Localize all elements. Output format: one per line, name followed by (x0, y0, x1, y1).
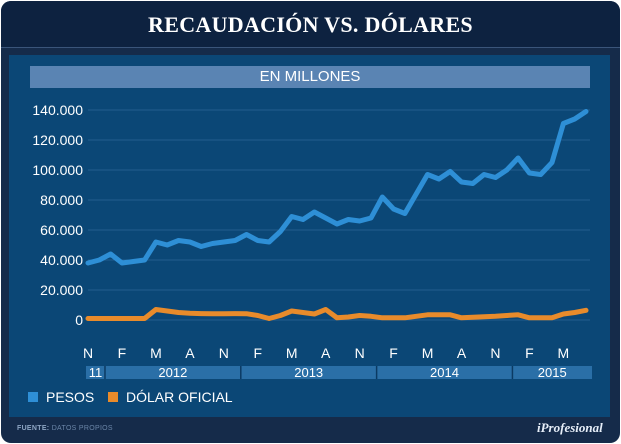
chart-title: RECAUDACIÓN VS. DÓLARES (148, 12, 473, 37)
year-label: 2013 (294, 365, 323, 380)
year-label: 2015 (538, 365, 567, 380)
y-tick-label: 40.000 (40, 252, 83, 268)
x-month-label: F (253, 345, 262, 361)
year-label: 2014 (430, 365, 459, 380)
legend-item-dolar: DÓLAR OFICIAL (108, 389, 233, 405)
title-bar: RECAUDACIÓN VS. DÓLARES (1, 1, 620, 48)
y-tick-label: 20.000 (40, 282, 83, 298)
footer-source-label: FUENTE: (17, 425, 50, 432)
y-tick-label: 140.000 (32, 102, 83, 118)
x-month-label: N (219, 345, 229, 361)
y-tick-label: 0 (75, 312, 83, 328)
series-line-dolar (85, 307, 589, 321)
y-tick-label: 80.000 (40, 192, 83, 208)
y-tick-label: 60.000 (40, 222, 83, 238)
grid-layer (88, 109, 590, 321)
legend-swatch-dolar (108, 392, 118, 402)
x-month-label: F (389, 345, 398, 361)
legend-swatch-pesos (28, 392, 38, 402)
year-band (86, 366, 592, 379)
x-month-label: N (355, 345, 365, 361)
chart-panel (9, 55, 610, 417)
y-tick-layer: 0 20.000 40.000 60.000 80.000 100.000 120.000 1… (32, 102, 83, 328)
y-tick-label: 100.000 (32, 162, 83, 178)
x-month-label: M (422, 345, 434, 361)
x-month-label: A (321, 345, 331, 361)
chart-subtitle: EN MILLONES (30, 66, 590, 88)
x-month-label: A (457, 345, 467, 361)
series-line-pesos (85, 109, 589, 266)
x-month-label: N (490, 345, 500, 361)
x-month-label: A (185, 345, 195, 361)
legend-item-pesos: PESOS (28, 389, 94, 405)
x-month-label: N (83, 345, 93, 361)
y-tick-label: 120.000 (32, 132, 83, 148)
year-label: 2012 (158, 365, 187, 380)
x-axis-layer: N F M A N F M A N F M A N F M 11 2012 2013 2014 2015 (83, 345, 592, 380)
year-label: 11 (89, 365, 103, 380)
x-month-label: F (525, 345, 534, 361)
legend-label-pesos: PESOS (46, 389, 95, 405)
x-month-label: M (150, 345, 162, 361)
x-month-label: F (118, 345, 127, 361)
series-layer (85, 109, 589, 321)
x-month-label: M (286, 345, 298, 361)
legend-label-dolar: DÓLAR OFICIAL (126, 389, 233, 405)
x-month-label: M (558, 345, 570, 361)
brand-logo: iProfesional (537, 420, 603, 435)
footer-source: FUENTE: DATOS PROPIOS (17, 425, 113, 432)
footer-source-text: DATOS PROPIOS (51, 425, 113, 432)
